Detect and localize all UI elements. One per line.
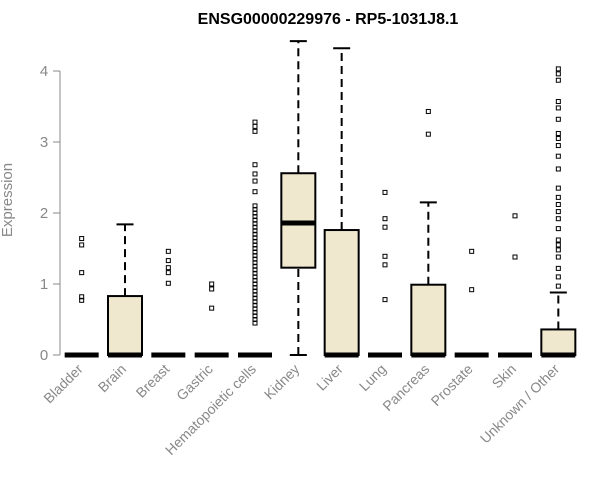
outlier-point xyxy=(252,162,258,168)
outlier-point xyxy=(252,128,258,134)
x-tick-label: Pancreas xyxy=(379,361,432,414)
box-liver xyxy=(323,47,360,358)
outlier-point xyxy=(555,265,561,271)
outlier-point xyxy=(555,166,561,172)
outlier-point xyxy=(555,105,561,111)
x-tick-label: Prostate xyxy=(428,361,476,409)
x-tick-label: Brain xyxy=(95,361,129,395)
outlier-point xyxy=(555,226,561,232)
outlier-point xyxy=(555,71,561,77)
outlier-point xyxy=(209,281,215,287)
outlier-point xyxy=(382,297,388,303)
outlier-point xyxy=(252,171,258,177)
chart-title: ENSG00000229976 - RP5-1031J8.1 xyxy=(198,11,459,28)
outlier-point xyxy=(382,189,388,195)
x-tick-label: Liver xyxy=(313,361,346,394)
outlier-point xyxy=(425,131,431,137)
outlier-point xyxy=(79,270,85,276)
x-tick-label: Skin xyxy=(489,361,520,392)
outlier-point xyxy=(555,237,561,243)
x-tick-label: Kidney xyxy=(261,361,303,403)
box-unknown-other xyxy=(540,66,577,358)
outlier-point xyxy=(555,274,561,280)
box-body xyxy=(540,328,577,357)
outlier-point xyxy=(555,77,561,83)
box-breast xyxy=(151,248,186,358)
outlier-point xyxy=(469,287,475,293)
outlier-point xyxy=(555,283,561,289)
y-tick-label: 0 xyxy=(40,347,48,364)
box-kidney xyxy=(280,40,317,356)
outlier-point xyxy=(382,253,388,259)
x-tick-label: Gastric xyxy=(173,361,216,404)
box-body xyxy=(323,229,360,356)
outlier-point xyxy=(512,213,518,219)
x-tick-label: Unknown / Other xyxy=(477,361,563,447)
outlier-point xyxy=(555,185,561,191)
y-tick-label: 3 xyxy=(40,134,48,151)
outlier-point xyxy=(425,108,431,114)
outlier-point xyxy=(555,247,561,253)
box-gastric xyxy=(194,281,229,358)
outlier-point xyxy=(165,248,171,254)
outlier-point xyxy=(555,143,561,149)
outlier-point xyxy=(79,294,85,300)
box-body xyxy=(410,283,447,356)
outlier-point xyxy=(252,123,258,129)
outlier-point xyxy=(252,189,258,195)
box-prostate xyxy=(454,248,489,358)
outlier-point xyxy=(165,258,171,264)
outlier-point xyxy=(555,130,561,136)
outlier-point xyxy=(555,201,561,207)
outlier-point xyxy=(165,265,171,271)
outlier-point xyxy=(555,242,561,248)
outlier-point xyxy=(79,242,85,248)
outlier-point xyxy=(555,99,561,105)
outlier-point xyxy=(555,116,561,122)
boxes-group xyxy=(64,40,577,358)
box-pancreas xyxy=(410,108,447,358)
outlier-point xyxy=(555,216,561,222)
outlier-point xyxy=(555,135,561,141)
outlier-point xyxy=(555,194,561,200)
outlier-point xyxy=(555,254,561,260)
x-tick-label: Bladder xyxy=(40,361,86,407)
box-hematopoietic-cells xyxy=(238,119,272,358)
outlier-point xyxy=(382,216,388,222)
y-tick-label: 4 xyxy=(40,63,48,80)
outlier-point xyxy=(79,236,85,242)
outlier-point xyxy=(555,153,561,159)
box-bladder xyxy=(64,236,99,358)
outlier-point xyxy=(252,203,258,209)
box-lung xyxy=(368,189,402,358)
y-axis: 0 1 2 3 4 xyxy=(40,63,61,364)
outlier-point xyxy=(165,280,171,286)
box-skin xyxy=(498,213,532,358)
box-body xyxy=(107,295,143,357)
outlier-point xyxy=(555,66,561,72)
outlier-point xyxy=(209,305,215,311)
outlier-point xyxy=(382,262,388,268)
outlier-point xyxy=(555,209,561,215)
x-tick-label: Breast xyxy=(133,361,173,401)
x-tick-label: Lung xyxy=(356,361,389,394)
y-tick-label: 1 xyxy=(40,276,48,293)
y-axis-label: Expression xyxy=(0,163,16,237)
box-brain xyxy=(107,223,143,358)
outlier-point xyxy=(209,286,215,292)
outlier-point xyxy=(382,224,388,230)
outlier-point xyxy=(252,119,258,125)
y-tick-label: 2 xyxy=(40,205,48,222)
outlier-point xyxy=(165,270,171,276)
outlier-point xyxy=(252,178,258,184)
outlier-point xyxy=(512,254,518,260)
outlier-point xyxy=(469,248,475,254)
